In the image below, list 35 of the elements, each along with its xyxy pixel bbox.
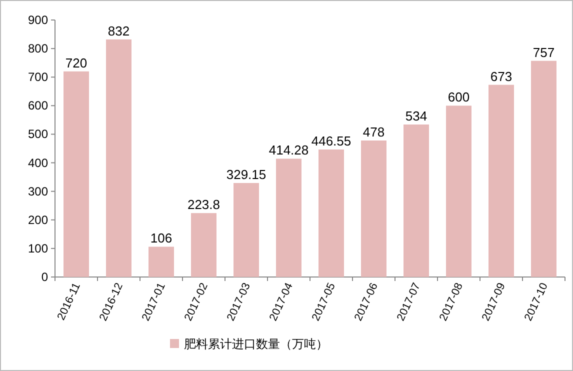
data-label: 720	[65, 55, 88, 70]
bar	[106, 39, 132, 277]
bar	[276, 158, 302, 277]
legend: 肥料累计进口数量（万吨）	[170, 337, 328, 351]
bar	[488, 84, 514, 277]
y-tick-label: 200	[28, 212, 48, 227]
bar	[446, 106, 472, 277]
y-tick-label: 900	[28, 13, 48, 27]
data-label: 832	[108, 23, 130, 38]
bar	[404, 124, 429, 277]
bar	[191, 213, 216, 277]
data-label: 414.28	[268, 142, 309, 158]
y-tick-label: 800	[28, 42, 48, 56]
data-label: 106	[150, 230, 172, 246]
bar	[234, 183, 259, 277]
data-label: 534	[405, 108, 428, 124]
y-tick-label: 700	[28, 70, 48, 84]
bar	[64, 71, 89, 277]
bar	[361, 140, 386, 277]
data-label: 600	[448, 90, 470, 105]
data-label: 223.8	[187, 197, 220, 212]
data-label: 757	[532, 44, 555, 60]
bar	[318, 149, 344, 277]
bar	[531, 60, 556, 277]
data-label: 329.15	[226, 167, 266, 182]
data-label: 446.55	[311, 133, 352, 148]
y-tick-label: 600	[28, 98, 48, 113]
y-tick-label: 500	[28, 127, 48, 142]
y-tick-label: 300	[28, 184, 48, 198]
y-tick-label: 0	[41, 270, 48, 284]
data-label: 478	[362, 124, 385, 140]
y-tick-label: 100	[28, 241, 48, 256]
y-tick-label: 400	[28, 156, 48, 170]
bar	[148, 246, 174, 277]
data-label: 673	[490, 68, 512, 84]
